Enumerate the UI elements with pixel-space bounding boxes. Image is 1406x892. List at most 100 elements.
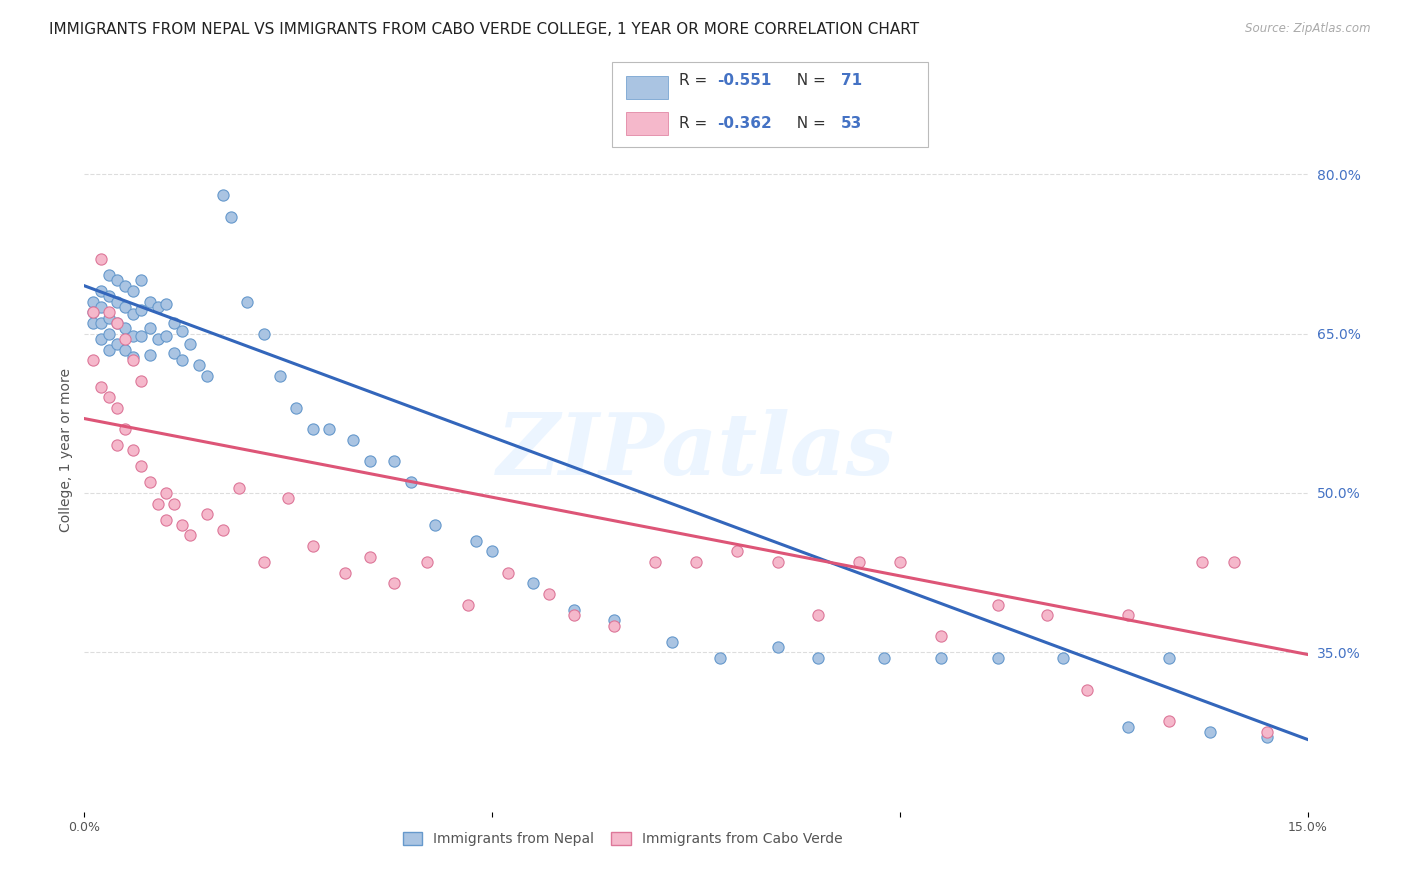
Text: N =: N = [787, 73, 831, 87]
Point [766, 640, 789, 654]
Point [1157, 650, 1180, 665]
Point [872, 650, 894, 665]
Point [889, 555, 911, 569]
Point [114, 343, 136, 357]
Point [82, 316, 104, 330]
Point [90, 284, 112, 298]
Point [105, 273, 128, 287]
Point [146, 300, 169, 314]
Point [301, 422, 323, 436]
Point [1198, 725, 1220, 739]
Point [163, 497, 186, 511]
Text: 71: 71 [841, 73, 862, 87]
Point [301, 539, 323, 553]
Point [97, 343, 120, 357]
Point [562, 608, 585, 623]
Point [807, 608, 830, 623]
Point [114, 300, 136, 314]
Text: ZIPatlas: ZIPatlas [496, 409, 896, 492]
Point [212, 523, 235, 537]
Point [987, 598, 1010, 612]
Point [219, 210, 242, 224]
Text: IMMIGRANTS FROM NEPAL VS IMMIGRANTS FROM CABO VERDE COLLEGE, 1 YEAR OR MORE CORR: IMMIGRANTS FROM NEPAL VS IMMIGRANTS FROM… [49, 22, 920, 37]
Point [97, 310, 120, 325]
Text: R =: R = [679, 116, 713, 130]
Point [1052, 650, 1074, 665]
Point [848, 555, 870, 569]
Point [179, 528, 201, 542]
Point [1191, 555, 1213, 569]
Point [929, 629, 952, 643]
Point [382, 576, 405, 591]
Point [138, 348, 160, 362]
Point [929, 650, 952, 665]
Point [105, 294, 128, 309]
Point [187, 359, 209, 373]
Point [987, 650, 1010, 665]
Point [236, 294, 259, 309]
Point [163, 316, 186, 330]
Text: 53: 53 [841, 116, 862, 130]
Point [105, 337, 128, 351]
Point [342, 433, 364, 447]
Point [335, 566, 357, 580]
Point [97, 305, 120, 319]
Point [163, 345, 186, 359]
Point [122, 308, 145, 322]
Point [416, 555, 439, 569]
Point [423, 517, 446, 532]
Point [318, 422, 340, 436]
Point [457, 598, 479, 612]
Point [195, 369, 218, 384]
Point [97, 390, 120, 404]
Point [498, 566, 520, 580]
Point [114, 278, 136, 293]
Point [1116, 720, 1139, 734]
Point [766, 555, 789, 569]
Point [603, 614, 626, 628]
Point [82, 305, 104, 319]
Point [382, 454, 405, 468]
Point [90, 332, 112, 346]
Point [146, 497, 169, 511]
Point [90, 252, 112, 267]
Point [1157, 714, 1180, 729]
Point [90, 316, 112, 330]
Point [269, 369, 291, 384]
Point [105, 438, 128, 452]
Point [131, 273, 153, 287]
Point [685, 555, 707, 569]
Point [131, 459, 153, 474]
Point [277, 491, 299, 506]
Point [285, 401, 308, 415]
Point [725, 544, 748, 558]
Point [114, 422, 136, 436]
Point [228, 481, 250, 495]
Point [105, 316, 128, 330]
Point [179, 337, 201, 351]
Point [1256, 731, 1278, 745]
Point [114, 321, 136, 335]
Point [644, 555, 666, 569]
Point [138, 475, 160, 490]
Point [172, 325, 194, 339]
Point [122, 353, 145, 368]
Point [538, 587, 561, 601]
Point [1256, 725, 1278, 739]
Point [105, 401, 128, 415]
Point [1116, 608, 1139, 623]
Point [359, 454, 381, 468]
Point [138, 294, 160, 309]
Point [131, 375, 153, 389]
Point [122, 443, 145, 458]
Y-axis label: College, 1 year or more: College, 1 year or more [59, 368, 73, 533]
Point [172, 517, 194, 532]
Point [807, 650, 830, 665]
Point [138, 321, 160, 335]
Point [709, 650, 731, 665]
Legend: Immigrants from Nepal, Immigrants from Cabo Verde: Immigrants from Nepal, Immigrants from C… [398, 826, 848, 852]
Point [253, 555, 276, 569]
Point [131, 303, 153, 318]
Point [155, 486, 177, 500]
Text: Source: ZipAtlas.com: Source: ZipAtlas.com [1246, 22, 1371, 36]
